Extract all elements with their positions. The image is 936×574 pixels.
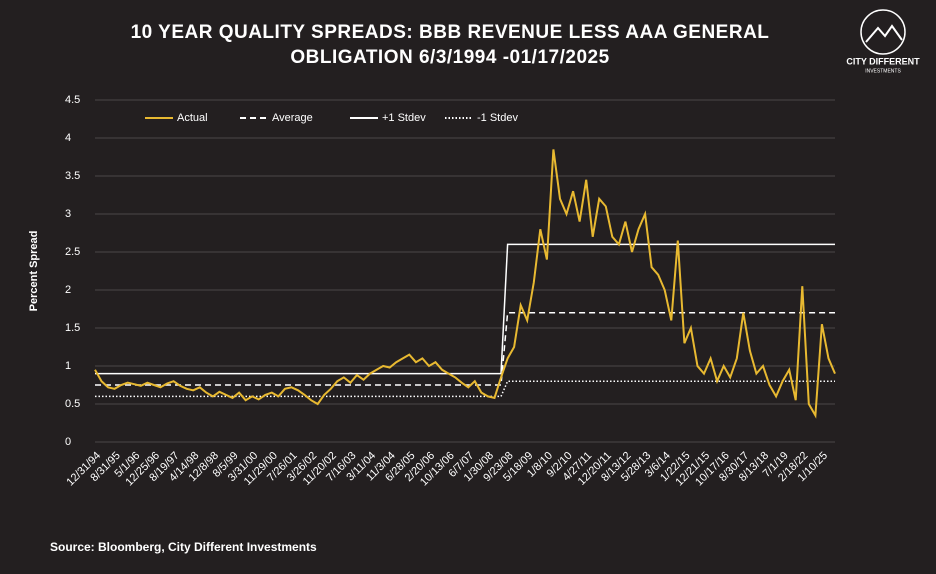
y-tick-label: 0.5: [65, 398, 80, 410]
series-line: [94, 149, 836, 419]
logo-name: CITY DIFFERENT: [846, 56, 920, 66]
logo-mountains: [865, 24, 903, 43]
logo-circle: [860, 9, 906, 55]
y-tick-label: 3: [65, 208, 71, 220]
series-line: [95, 380, 835, 398]
legend-label: Average: [272, 112, 313, 124]
y-tick-label: 2.5: [65, 246, 80, 258]
y-tick-label: 1.5: [65, 322, 80, 334]
y-tick-label: 0: [65, 436, 71, 448]
y-tick-label: 1: [65, 360, 71, 372]
chart-title: 10 YEAR QUALITY SPREADS: BBB REVENUE LES…: [130, 22, 770, 68]
legend-label: -1 Stdev: [477, 112, 518, 124]
y-tick-label: 3.5: [65, 170, 80, 182]
logo: CITY DIFFERENT INVESTMENTS: [846, 9, 920, 74]
y-tick-label: 4.5: [65, 94, 80, 106]
logo-sub: INVESTMENTS: [865, 68, 901, 74]
series-line: [95, 243, 835, 375]
y-tick-label: 2: [65, 284, 71, 296]
y-axis-label: Percent Spread: [28, 231, 40, 312]
legend-label: Actual: [177, 112, 208, 124]
y-tick-label: 4: [65, 132, 71, 144]
source: Source: Bloomberg, City Different Invest…: [50, 540, 317, 554]
legend-label: +1 Stdev: [382, 112, 426, 124]
